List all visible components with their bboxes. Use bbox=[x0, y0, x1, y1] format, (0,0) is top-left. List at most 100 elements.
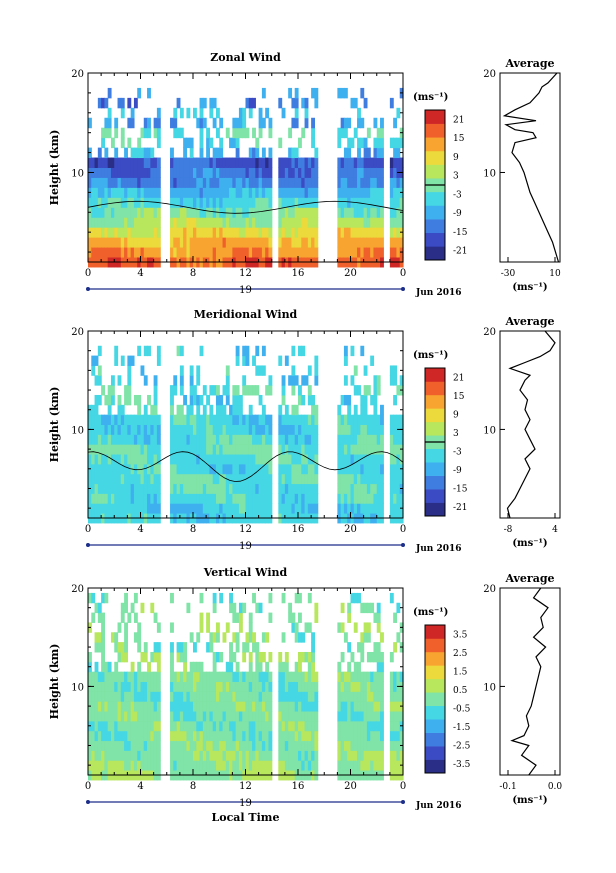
heatmap-cell bbox=[117, 463, 122, 475]
heatmap-cell bbox=[373, 385, 378, 396]
heatmap-cell bbox=[393, 434, 398, 445]
heatmap-cell bbox=[245, 97, 250, 109]
heatmap-cell bbox=[147, 394, 151, 406]
date-label: Jun 2016 bbox=[415, 288, 462, 298]
heatmap-cell bbox=[120, 137, 125, 149]
heatmap-cell bbox=[199, 592, 204, 604]
heatmap-cell bbox=[232, 503, 237, 514]
heatmap-cell bbox=[252, 711, 256, 722]
heatmap-cell bbox=[311, 177, 316, 188]
heatmap-cell bbox=[357, 247, 361, 258]
heatmap-cell bbox=[170, 207, 174, 218]
heatmap-cell bbox=[314, 493, 319, 504]
heatmap-cell bbox=[343, 187, 348, 198]
heatmap-cell bbox=[314, 612, 319, 623]
heatmap-cell bbox=[186, 404, 191, 416]
heatmap-cell bbox=[189, 424, 194, 435]
heatmap-cell bbox=[147, 760, 151, 771]
heatmap-cell bbox=[156, 107, 161, 119]
heatmap-cell bbox=[291, 483, 296, 494]
heatmap-cell bbox=[248, 414, 253, 425]
heatmap-cell bbox=[268, 454, 273, 465]
heatmap-cell bbox=[380, 117, 384, 129]
heatmap-cell bbox=[232, 730, 237, 742]
heatmap-cell bbox=[202, 207, 207, 218]
heatmap-cell bbox=[281, 177, 286, 188]
heatmap-cell bbox=[258, 197, 263, 208]
heatmap-cell bbox=[225, 661, 230, 673]
heatmap-cell bbox=[340, 651, 345, 663]
heatmap-cell bbox=[114, 473, 119, 485]
heatmap-cell bbox=[284, 444, 289, 455]
heatmap-cell bbox=[170, 157, 174, 168]
heatmap-cell bbox=[288, 760, 293, 771]
heatmap-cell bbox=[373, 404, 378, 416]
heatmap-cell bbox=[393, 217, 398, 228]
heatmap-cell bbox=[127, 355, 132, 366]
heatmap-cell bbox=[248, 385, 253, 396]
heatmap-cell bbox=[130, 503, 135, 514]
heatmap-cell bbox=[347, 691, 352, 702]
average-x-label: (ms⁻¹) bbox=[512, 538, 547, 549]
heatmap-cell bbox=[209, 207, 214, 218]
heatmap-cell bbox=[363, 730, 368, 742]
heatmap-cell bbox=[114, 207, 119, 218]
heatmap-cell bbox=[97, 227, 102, 238]
heatmap-cell bbox=[357, 701, 361, 712]
heatmap-cell bbox=[294, 414, 299, 425]
heatmap-cell bbox=[189, 661, 194, 673]
heatmap-cell bbox=[242, 157, 247, 168]
heatmap-cell bbox=[143, 760, 148, 771]
heatmap-cell bbox=[238, 671, 243, 682]
heatmap-cell bbox=[156, 177, 161, 188]
heatmap-cell bbox=[298, 207, 302, 218]
heatmap-cell bbox=[130, 750, 135, 761]
heatmap-cell bbox=[363, 760, 368, 771]
heatmap-cell bbox=[393, 444, 398, 455]
heatmap-cell bbox=[176, 750, 181, 761]
heatmap-cell bbox=[288, 87, 293, 99]
heatmap-cell bbox=[360, 671, 365, 682]
heatmap-cell bbox=[252, 177, 256, 188]
heatmap-cell bbox=[380, 691, 384, 702]
heatmap-cell bbox=[219, 493, 224, 504]
heatmap-cell bbox=[373, 187, 378, 198]
heatmap-cell bbox=[88, 177, 92, 188]
heatmap-cell bbox=[196, 217, 201, 228]
heatmap-cell bbox=[255, 157, 260, 168]
heatmap-cell bbox=[120, 691, 125, 702]
heatmap-cell bbox=[357, 661, 361, 673]
heatmap-cell bbox=[140, 740, 145, 751]
heatmap-cell bbox=[215, 394, 220, 406]
heatmap-cell bbox=[288, 720, 293, 732]
heatmap-cell bbox=[222, 454, 227, 465]
heatmap-cell bbox=[229, 187, 233, 198]
colorbar-unit: (ms⁻¹) bbox=[413, 92, 448, 103]
heatmap-cell bbox=[376, 197, 381, 208]
heatmap-cell bbox=[294, 720, 299, 732]
heatmap-cell bbox=[212, 750, 217, 761]
heatmap-cell bbox=[110, 444, 115, 455]
heatmap-cell bbox=[114, 493, 119, 504]
heatmap-cell bbox=[291, 622, 296, 633]
heatmap-cell bbox=[140, 414, 145, 425]
heatmap-cell bbox=[124, 720, 128, 732]
heatmap-cell bbox=[94, 463, 99, 475]
heatmap-cell bbox=[179, 107, 184, 119]
heatmap-cell bbox=[91, 493, 96, 504]
heatmap-cell bbox=[107, 117, 112, 129]
heatmap-cell bbox=[170, 701, 174, 712]
heatmap-cell bbox=[288, 217, 293, 228]
average-title: Average bbox=[504, 315, 554, 328]
heatmap-cell bbox=[124, 493, 128, 504]
heatmap-cell bbox=[173, 493, 178, 504]
heatmap-cell bbox=[304, 97, 309, 109]
heatmap-cell bbox=[314, 730, 319, 742]
heatmap-cell bbox=[124, 592, 128, 604]
heatmap-cell bbox=[229, 463, 233, 475]
heatmap-cell bbox=[199, 167, 204, 178]
heatmap-cell bbox=[268, 503, 273, 514]
heatmap-cell bbox=[281, 444, 286, 455]
heatmap-cell bbox=[147, 147, 151, 159]
x-tick-label: 8 bbox=[190, 781, 196, 792]
